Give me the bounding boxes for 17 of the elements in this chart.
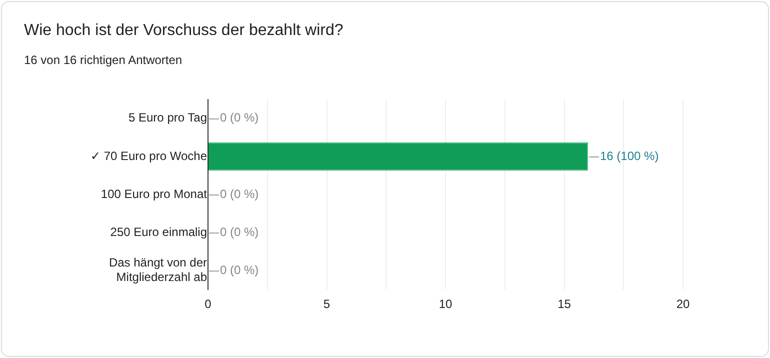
y-tick-label: 100 Euro pro Monat xyxy=(100,186,208,201)
x-tick-label: 20 xyxy=(676,297,690,312)
data-label: 0 (0 %) xyxy=(220,224,259,239)
y-tick-label: 250 Euro einmalig xyxy=(110,224,207,239)
y-tick-label: ✓ 70 Euro pro Woche xyxy=(90,148,208,163)
x-tick-label: 0 xyxy=(204,297,212,312)
data-label: 0 (0 %) xyxy=(220,186,259,201)
y-tick-label: Das hängt von der Mitgliederzahl ab xyxy=(108,256,208,284)
data-label: 0 (0 %) xyxy=(220,110,259,125)
x-tick-label: 10 xyxy=(438,297,452,312)
x-tick-label: 15 xyxy=(558,297,572,312)
data-label: 16 (100 %) xyxy=(600,148,659,163)
chart-title: Wie hoch ist der Vorschuss der bezahlt wird? xyxy=(24,22,344,40)
data-label: 0 (0 %) xyxy=(220,262,259,277)
x-tick-label: 5 xyxy=(323,297,330,312)
y-tick-label: 5 Euro pro Tag xyxy=(128,110,207,125)
text: 16 von 16 richtigen Antworten xyxy=(24,53,182,67)
